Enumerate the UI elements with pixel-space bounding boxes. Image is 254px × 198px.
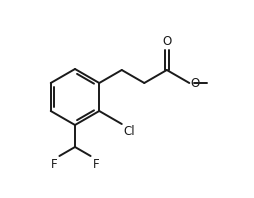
- Text: F: F: [93, 158, 99, 171]
- Text: O: O: [162, 35, 171, 48]
- Text: Cl: Cl: [124, 125, 135, 138]
- Text: F: F: [51, 158, 57, 171]
- Text: O: O: [190, 76, 200, 89]
